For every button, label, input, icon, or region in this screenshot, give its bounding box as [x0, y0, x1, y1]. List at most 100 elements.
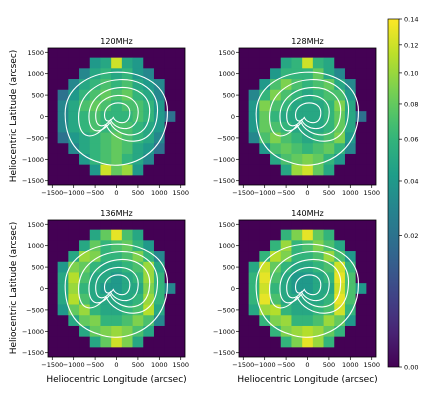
heatmap-cell	[111, 251, 123, 263]
heatmap-cell	[121, 240, 133, 252]
heatmap-cell	[270, 111, 282, 123]
heatmap-cell	[48, 79, 58, 91]
heatmap-cell	[48, 111, 58, 123]
heatmap-cell	[132, 132, 144, 144]
heatmap-cell	[302, 240, 314, 252]
heatmap-cell	[291, 79, 303, 91]
heatmap-cell	[79, 220, 91, 230]
heatmap-cell	[89, 100, 101, 112]
heatmap-cell	[312, 121, 324, 133]
heatmap-cell	[312, 111, 324, 123]
heatmap-cell	[280, 57, 292, 69]
heatmap-cell	[239, 251, 249, 263]
heatmap-cell	[259, 143, 271, 155]
y-tick-label: 1000	[218, 242, 235, 250]
contour-outer	[64, 71, 168, 166]
heatmap-cell	[153, 111, 165, 123]
heatmap-cell	[89, 132, 101, 144]
heatmap-cell	[312, 347, 324, 357]
heatmap-cell	[280, 336, 292, 348]
x-tick-label: −1500	[232, 361, 254, 369]
heatmap-cell	[334, 251, 346, 263]
heatmap-cell	[312, 251, 324, 263]
heatmap-cell	[143, 304, 155, 316]
heatmap-cell	[280, 100, 292, 112]
y-tick-label: 500	[32, 264, 44, 272]
heatmap-cell	[153, 283, 165, 295]
heatmap-cell	[270, 164, 282, 176]
heatmap-cell	[302, 325, 314, 337]
heatmap-cell	[143, 293, 155, 305]
heatmap-cell	[280, 261, 292, 273]
heatmap-cell	[323, 79, 335, 91]
heatmap-cell	[344, 143, 356, 155]
heatmap-cell	[175, 175, 185, 185]
heatmap-cell	[280, 132, 292, 144]
heatmap-cell	[302, 272, 314, 284]
heatmap-cell	[291, 347, 303, 357]
heatmap-cell	[164, 175, 176, 185]
heatmap-cell	[248, 240, 260, 252]
heatmap-cell	[248, 251, 260, 263]
x-tick-label: −500	[277, 189, 295, 197]
heatmap-cell	[175, 164, 185, 176]
heatmap-cell	[132, 261, 144, 273]
heatmap-cell	[355, 57, 367, 69]
heatmap-cell	[280, 304, 292, 316]
heatmap-cell	[48, 121, 58, 133]
x-tick-label: −1500	[232, 189, 254, 197]
heatmap-cell	[57, 48, 69, 58]
heatmap-cell	[132, 240, 144, 252]
y-tick-label: −1500	[213, 177, 235, 185]
heatmap-cell	[57, 325, 69, 337]
heatmap-cell	[153, 100, 165, 112]
heatmap-cell	[270, 272, 282, 284]
heatmap-cell	[79, 336, 91, 348]
x-tick-label: −1000	[63, 361, 85, 369]
heatmap-cell	[239, 325, 249, 337]
contour-outer	[64, 243, 168, 338]
x-tick-label: −1000	[254, 189, 276, 197]
colorbar-tick-label: 0.12	[404, 41, 418, 49]
heatmap-cell	[323, 68, 335, 80]
heatmap-cell	[366, 272, 376, 284]
heatmap-cell	[248, 261, 260, 273]
heatmap-cell	[355, 220, 367, 230]
heatmap-cell	[79, 325, 91, 337]
y-tick-label: −1500	[22, 177, 44, 185]
y-tick-label: 1000	[218, 70, 235, 78]
heatmap-cell	[344, 304, 356, 316]
heatmap-cell	[239, 164, 249, 176]
heatmap-cell	[344, 48, 356, 58]
heatmap-cell	[57, 240, 69, 252]
heatmap-cell	[366, 251, 376, 263]
heatmap-cell	[132, 347, 144, 357]
heatmap-cell	[312, 325, 324, 337]
heatmap-cell	[344, 100, 356, 112]
y-tick-label: 1500	[218, 49, 235, 57]
heatmap-cell	[68, 251, 80, 263]
heatmap-cell	[355, 79, 367, 91]
heatmap-cell	[132, 57, 144, 69]
heatmap-cell	[344, 132, 356, 144]
heatmap-cell	[143, 68, 155, 80]
heatmap-cell	[366, 240, 376, 252]
heatmap-cell	[334, 315, 346, 327]
heatmap-cell	[259, 229, 271, 241]
heatmap-cell	[164, 283, 176, 295]
heatmap-cell	[143, 79, 155, 91]
heatmap-cell	[89, 153, 101, 165]
heatmap-cell	[57, 304, 69, 316]
heatmap-cell	[164, 220, 176, 230]
heatmap-cell	[355, 100, 367, 112]
heatmap-cell	[132, 164, 144, 176]
colorbar-tick-label: 0.14	[404, 16, 418, 24]
x-tick-label: 500	[132, 361, 144, 369]
heatmap-cell	[291, 100, 303, 112]
heatmap-cell	[132, 325, 144, 337]
heatmap-cell	[132, 272, 144, 284]
heatmap-cell	[344, 293, 356, 305]
heatmap-cell	[111, 153, 123, 165]
heatmap-cell	[79, 89, 91, 101]
heatmap-cell	[312, 89, 324, 101]
